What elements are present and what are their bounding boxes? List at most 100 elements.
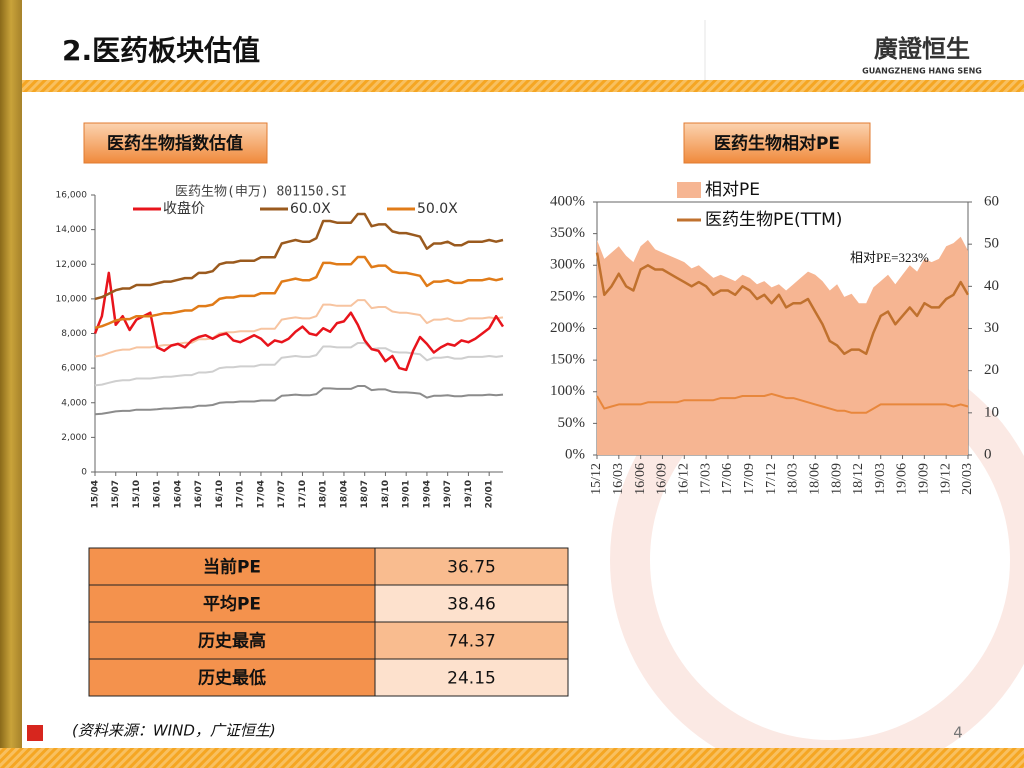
x-tick-label: 17/09 — [742, 463, 757, 495]
y-tick-label: 300% — [550, 257, 585, 273]
row-label: 当前PE — [203, 557, 261, 578]
chart-title: 医药生物(申万) 801150.SI — [175, 185, 347, 200]
y2-tick-label: 30 — [984, 320, 999, 336]
line — [94, 255, 504, 330]
slide-title: 2.医药板块估值 — [62, 34, 260, 67]
x-tick-label: 15/12 — [589, 463, 604, 495]
x-tick-label: 16/06 — [633, 463, 648, 495]
row-label: 平均PE — [203, 594, 261, 615]
x-tick-label: 20/01 — [485, 480, 495, 508]
y-tick-label: 400% — [550, 193, 585, 209]
x-tick-label: 20/03 — [960, 463, 975, 495]
x-tick-label: 15/10 — [132, 480, 142, 508]
footer-band — [0, 748, 1024, 768]
x-tick-label: 19/10 — [464, 480, 474, 508]
y-tick-label: 12,000 — [56, 260, 88, 270]
y-tick-label: 14,000 — [56, 225, 88, 235]
line — [94, 342, 504, 387]
x-tick-label: 17/04 — [256, 480, 266, 508]
x-tick-label: 16/07 — [194, 480, 204, 508]
y-tick-label: 150% — [550, 352, 585, 368]
y-tick-label: 6,000 — [61, 364, 87, 374]
table-cell — [88, 584, 376, 623]
y-tick-label: 350% — [550, 225, 585, 241]
x-tick-label: 17/12 — [764, 463, 779, 495]
legend-label: 60.0X — [290, 201, 331, 217]
legend-label: 相对PE — [705, 180, 760, 200]
x-tick-label: 19/06 — [895, 463, 910, 495]
table-cell — [88, 621, 376, 660]
panel-label: 医药生物相对PE — [714, 133, 840, 154]
x-tick-label: 18/01 — [319, 480, 329, 508]
row-value: 24.15 — [447, 669, 496, 689]
side-stripe — [0, 0, 22, 748]
x-tick-label: 17/03 — [698, 463, 713, 495]
x-tick-label: 19/09 — [917, 463, 932, 495]
x-tick-label: 18/09 — [829, 463, 844, 495]
row-value: 74.37 — [447, 632, 496, 652]
x-tick-label: 17/06 — [720, 463, 735, 495]
y-tick-label: 50% — [558, 415, 586, 431]
annotation: 相对PE=323% — [850, 250, 929, 265]
x-tick-label: 19/07 — [443, 480, 453, 508]
x-tick-label: 18/07 — [360, 480, 370, 508]
x-tick-label: 17/01 — [236, 480, 246, 508]
line — [595, 252, 970, 356]
x-tick-label: 16/09 — [655, 463, 670, 495]
row-label: 历史最低 — [198, 668, 266, 689]
line — [94, 385, 504, 416]
table-cell — [88, 658, 376, 697]
logo-name: 廣證恒生 — [874, 35, 970, 63]
y-tick-label: 250% — [550, 288, 585, 304]
x-tick-label: 16/01 — [153, 480, 163, 508]
x-tick-label: 18/12 — [851, 463, 866, 495]
y-tick-label: 0 — [81, 468, 87, 478]
logo-subtitle: GUANGZHENG HANG SENG — [862, 67, 982, 76]
legend-label: 50.0X — [417, 201, 458, 217]
header-band — [22, 80, 1024, 92]
x-tick-label: 19/04 — [422, 480, 432, 508]
x-tick-label: 17/07 — [277, 480, 287, 508]
line — [94, 212, 504, 301]
y2-tick-label: 50 — [984, 236, 999, 252]
x-tick-label: 16/04 — [173, 480, 183, 508]
y-tick-label: 16,000 — [56, 191, 88, 201]
x-tick-label: 16/03 — [611, 463, 626, 495]
x-tick-label: 15/04 — [91, 480, 101, 508]
row-label: 历史最高 — [198, 631, 266, 652]
x-tick-label: 18/06 — [807, 463, 822, 495]
y2-tick-label: 40 — [984, 278, 999, 294]
x-tick-label: 18/03 — [786, 463, 801, 495]
x-tick-label: 16/10 — [215, 480, 225, 508]
line — [93, 271, 505, 372]
panel-badge — [683, 122, 871, 164]
y-tick-label: 2,000 — [61, 433, 87, 443]
y-tick-label: 4,000 — [61, 398, 87, 408]
x-tick-label: 19/01 — [402, 480, 412, 508]
y2-tick-label: 20 — [984, 362, 999, 378]
x-tick-label: 19/03 — [873, 463, 888, 495]
source-note: (资料来源：WIND，广证恒生) — [72, 722, 276, 740]
y-tick-label: 8,000 — [61, 329, 87, 339]
y-tick-label: 100% — [550, 383, 585, 399]
x-tick-label: 17/10 — [298, 480, 308, 508]
y-tick-label: 200% — [550, 320, 585, 336]
x-tick-label: 16/12 — [677, 463, 692, 495]
y2-tick-label: 0 — [984, 446, 992, 462]
legend-swatch — [677, 182, 701, 198]
line — [94, 299, 504, 358]
footer-square — [27, 725, 43, 741]
panel-label: 医药生物指数估值 — [107, 133, 243, 154]
table-cell — [374, 547, 569, 586]
table-cell — [374, 658, 569, 697]
row-value: 38.46 — [447, 595, 496, 615]
y-tick-label: 10,000 — [56, 294, 88, 304]
x-tick-label: 18/10 — [381, 480, 391, 508]
table-cell — [374, 584, 569, 623]
x-tick-label: 18/04 — [339, 480, 349, 508]
legend-label: 医药生物PE(TTM) — [705, 210, 842, 230]
y2-tick-label: 60 — [984, 193, 999, 209]
x-tick-label: 19/12 — [938, 463, 953, 495]
